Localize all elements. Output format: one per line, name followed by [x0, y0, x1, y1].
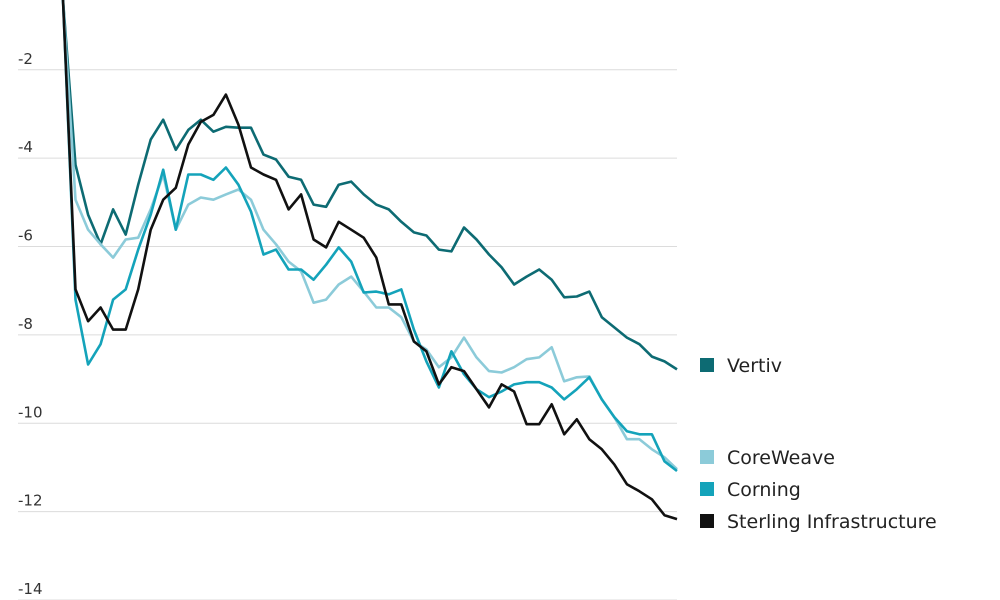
- legend-label: Corning: [727, 479, 801, 501]
- legend-label: Sterling Infrastructure: [727, 511, 937, 533]
- series-line: [61, 0, 678, 371]
- series-line: [61, 0, 678, 521]
- y-tick-label: -12: [18, 492, 43, 510]
- y-tick-label: -10: [18, 403, 43, 421]
- y-tick-label: -8: [18, 315, 33, 333]
- legend-swatch: [700, 482, 714, 496]
- series-line: [61, 0, 678, 473]
- y-tick-label: -14: [18, 580, 43, 598]
- legend-label: Vertiv: [727, 355, 782, 377]
- legend-swatch: [700, 358, 714, 372]
- legend-swatch: [700, 514, 714, 528]
- legend-swatch: [700, 450, 714, 464]
- y-tick-label: -4: [18, 138, 33, 156]
- series-line: [61, 0, 678, 471]
- legend-label: CoreWeave: [727, 447, 835, 469]
- y-tick-label: -2: [18, 50, 33, 68]
- y-tick-label: -6: [18, 227, 33, 245]
